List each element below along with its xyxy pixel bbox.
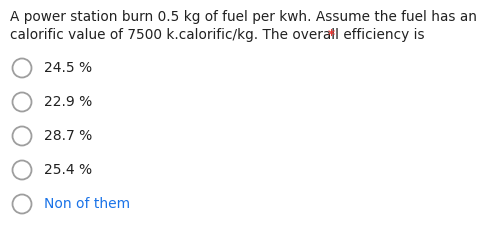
Text: Non of them: Non of them [44,197,130,211]
Text: 24.5 %: 24.5 % [44,61,92,75]
Text: A power station burn 0.5 kg of fuel per kwh. Assume the fuel has an: A power station burn 0.5 kg of fuel per … [10,10,477,24]
Text: *: * [328,28,335,42]
Text: 28.7 %: 28.7 % [44,129,92,143]
Text: 25.4 %: 25.4 % [44,163,92,177]
Text: calorific value of 7500 k.calorific/kg. The overall efficiency is: calorific value of 7500 k.calorific/kg. … [10,28,429,42]
Text: 22.9 %: 22.9 % [44,95,92,109]
